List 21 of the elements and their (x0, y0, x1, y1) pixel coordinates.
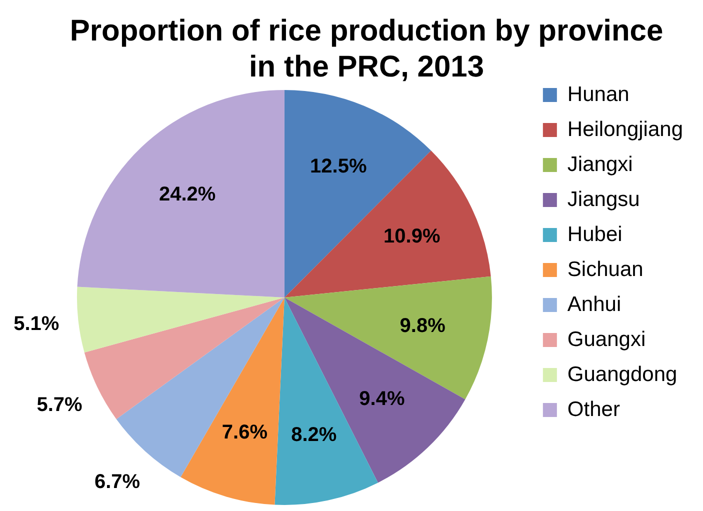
legend-label: Hubei (567, 222, 622, 246)
legend-label: Guangxi (567, 328, 646, 351)
data-label: 5.7% (36, 394, 83, 416)
data-label: 10.9% (384, 225, 440, 248)
data-label: 9.4% (359, 388, 405, 410)
legend-label: Other (567, 398, 620, 421)
legend-label: Jiangsu (567, 188, 640, 211)
data-label: 8.2% (291, 424, 337, 446)
data-label: 9.8% (400, 314, 446, 337)
data-label: 24.2% (158, 184, 216, 206)
chart-title: Proportion of rice production by province in the PRC, 2013 (70, 14, 664, 84)
legend-label: Jiangxi (567, 152, 633, 176)
legend-label: Heilongjiang (567, 118, 684, 141)
legend-label: Hunan (567, 82, 630, 106)
data-label: 5.1% (14, 312, 60, 335)
data-label: 7.6% (222, 421, 268, 444)
legend-label: Anhui (567, 292, 622, 316)
legend-label: Sichuan (567, 258, 644, 281)
data-label: 12.5% (310, 156, 367, 178)
data-label: 6.7% (94, 471, 140, 494)
legend-label: Guangdong (567, 362, 678, 386)
